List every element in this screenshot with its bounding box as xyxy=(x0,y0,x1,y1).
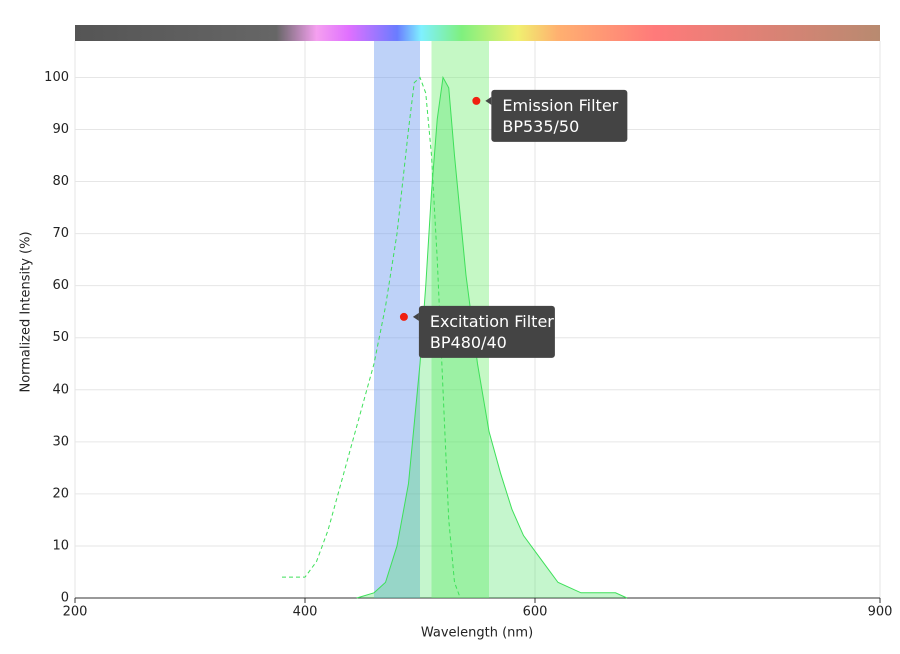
annotation-box xyxy=(485,96,492,105)
annotation-text: Excitation Filter xyxy=(430,312,554,331)
y-tick-label: 100 xyxy=(44,70,69,85)
x-axis-label: Wavelength (nm) xyxy=(421,626,533,641)
annotation-text: BP480/40 xyxy=(430,333,507,352)
y-axis-label: Normalized Intensity (%) xyxy=(19,231,34,392)
annotation-box xyxy=(418,305,555,358)
y-tick-label: 70 xyxy=(52,226,69,241)
y-tick-label: 90 xyxy=(52,122,69,137)
excitation-line xyxy=(282,76,461,599)
annotation-box xyxy=(412,312,419,321)
x-tick-label: 400 xyxy=(293,605,318,620)
filter-band xyxy=(374,41,420,598)
annotation-text: BP535/50 xyxy=(502,117,579,136)
y-tick-label: 30 xyxy=(52,434,69,449)
annotation-point xyxy=(399,312,408,321)
y-tick-label: 50 xyxy=(52,330,69,345)
y-tick-label: 80 xyxy=(52,174,69,189)
annotation-point xyxy=(472,96,481,105)
x-tick-label: 600 xyxy=(523,605,548,620)
emission-area xyxy=(356,77,627,598)
annotation-text: Emission Filter xyxy=(502,96,618,115)
y-tick-label: 40 xyxy=(52,382,69,397)
annotation-box xyxy=(491,89,628,142)
y-tick-label: 20 xyxy=(52,486,69,501)
y-tick-label: 10 xyxy=(52,538,69,553)
y-tick-label: 0 xyxy=(61,591,69,606)
y-tick-label: 60 xyxy=(52,278,69,293)
spectrum-bar xyxy=(75,25,880,41)
x-tick-label: 200 xyxy=(63,605,88,620)
x-tick-label: 900 xyxy=(868,605,893,620)
